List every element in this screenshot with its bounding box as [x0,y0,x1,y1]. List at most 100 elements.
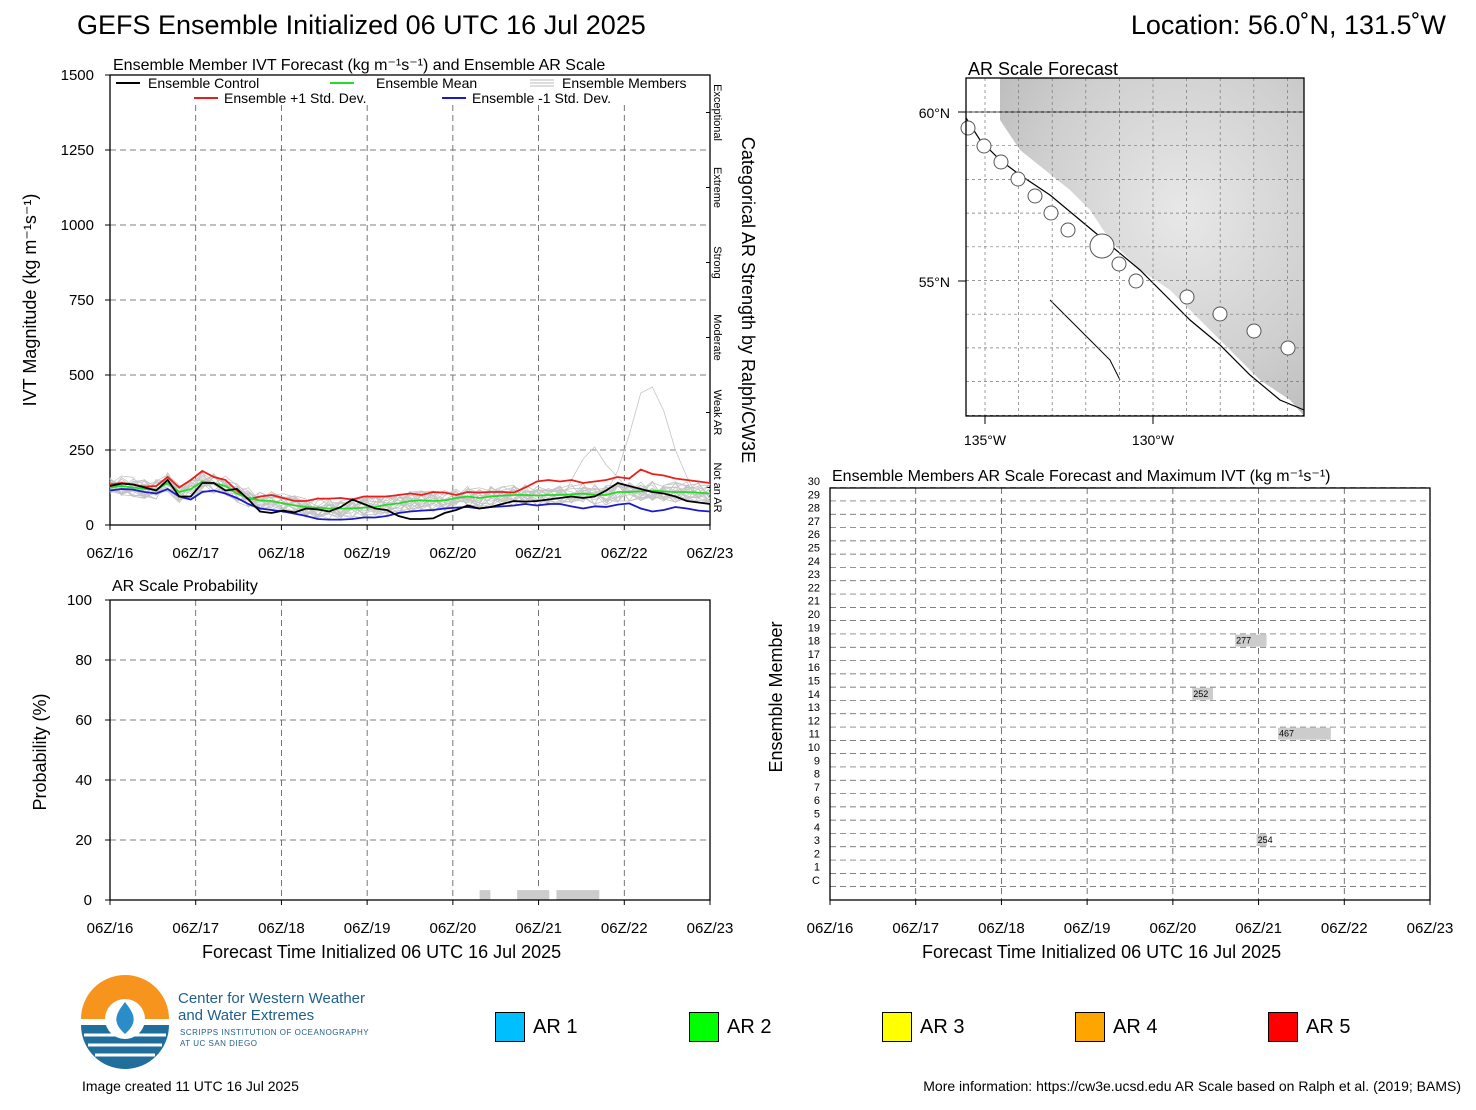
footer-info: More information: https://cw3e.ucsd.edu … [923,1078,1461,1094]
map-frame [965,77,1305,417]
member-event-label: 467 [1279,729,1294,739]
ar4-swatch [1075,1012,1105,1042]
prob-xtick-label: 06Z/22 [601,920,648,937]
prob-xlabel: Forecast Time Initialized 06 UTC 16 Jul … [202,942,562,962]
prob-frame [109,599,711,901]
member-ytick-label: 2 [814,848,820,860]
member-ytick-label: 9 [814,755,820,767]
member-ytick-label: 17 [808,649,820,661]
member-yticks: C123456789101112131415161718192021222324… [808,476,820,887]
prob-grid [110,600,710,900]
ivt-grid [110,105,710,525]
ar3-label: AR 3 [920,1015,965,1038]
member-ytick-label: 21 [808,596,820,608]
member-ytick-label: 28 [808,503,820,515]
member-xtick-label: 06Z/21 [1235,920,1282,937]
member-ytick-label: 30 [808,476,820,488]
member-ytick-label: C [812,875,820,887]
map-grid [958,78,1304,424]
prob-ytick-label: 20 [75,832,92,849]
member-event-bar [1235,634,1267,647]
ivt-xtick-label: 06Z/22 [601,545,648,562]
prob-panel-title: AR Scale Probability [112,578,258,595]
member-ytick-label: 24 [808,556,820,568]
member-xtick-label: 06Z/20 [1150,920,1197,937]
ar5-swatch [1268,1012,1298,1042]
member-grid [830,487,1430,900]
ivt-xtick-label: 06Z/19 [344,545,391,562]
ivt-category-label: Extreme [711,167,723,208]
member-ytick-label: 6 [814,795,820,807]
lon-label-130: 130°W [1132,432,1175,448]
ivt-panel-title: Ensemble Member IVT Forecast (kg m⁻¹s⁻¹)… [113,57,606,74]
prob-xtick-label: 06Z/16 [87,920,134,937]
ivt-category-label: Exceptional [711,84,723,141]
member-ytick-label: 4 [814,822,820,834]
map-dot [993,154,1009,170]
ivt-xtick-label: 06Z/20 [430,545,477,562]
ar2-label: AR 2 [727,1015,772,1038]
map-dot [1027,188,1043,204]
member-xticks: 06Z/16 06Z/17 06Z/18 06Z/19 06Z/20 06Z/21 06Z/… [807,900,1453,937]
map-dot [1043,205,1059,221]
member-ytick-label: 14 [808,689,820,701]
map-title: AR Scale Forecast [968,59,1118,79]
ar4-label: AR 4 [1113,1015,1158,1038]
map-ar-dots [960,120,1296,356]
ivt-ytick-label: 1250 [61,142,94,159]
member-ylabel: Ensemble Member [766,621,786,772]
legend-control-label: Ensemble Control [148,75,260,91]
ivt-series-line [109,487,711,521]
prob-xticks: 06Z/16 06Z/17 06Z/18 06Z/19 06Z/20 06Z/21 06Z/… [87,900,734,937]
member-event-label: 277 [1236,636,1251,646]
map-island [1049,299,1121,381]
member-ytick-label: 16 [808,662,820,674]
prob-bars [479,890,600,900]
map-dot [1010,171,1026,187]
member-panel-title: Ensemble Members AR Scale Forecast and M… [832,468,1331,485]
member-event-label: 254 [1258,835,1273,845]
member-event-label: 252 [1193,689,1208,699]
drop-icon [116,1002,134,1034]
ivt-category-label: Strong [711,246,723,278]
member-ytick-label: 3 [814,835,820,847]
member-ytick-label: 26 [808,529,820,541]
member-ytick-label: 8 [814,769,820,781]
prob-xtick-label: 06Z/18 [258,920,305,937]
ivt-xtick-label: 06Z/18 [258,545,305,562]
member-ytick-label: 7 [814,782,820,794]
ar-legend-4: AR 4 [1075,1012,1157,1042]
lat-label-55: 55°N [919,274,950,290]
member-xtick-label: 06Z/19 [1064,920,1111,937]
map-dot [960,120,976,136]
cw3e-logo [81,975,169,1069]
prob-xtick-label: 06Z/23 [687,920,734,937]
ivt-ylabel: IVT Magnitude (kg m⁻¹s⁻¹) [20,194,40,407]
map-dot [1111,256,1127,272]
map-dot [1212,306,1228,322]
ivt-ytick-label: 1500 [61,67,94,84]
prob-ytick-label: 80 [75,652,92,669]
member-event-bar [1256,834,1267,847]
ivt-xtick-label: 06Z/23 [687,545,734,562]
prob-xtick-label: 06Z/17 [172,920,219,937]
member-ytick-label: 25 [808,543,820,555]
ar-legend-2: AR 2 [689,1012,771,1042]
member-event-bar [1278,727,1331,740]
prob-ytick-label: 40 [75,772,92,789]
map-dot [976,138,992,154]
member-xlabel: Forecast Time Initialized 06 UTC 16 Jul … [922,942,1282,962]
prob-bar [556,890,600,900]
member-ytick-label: 18 [808,636,820,648]
legend-plus-label: Ensemble +1 Std. Dev. [224,90,367,106]
prob-ytick-label: 100 [67,592,92,609]
prob-xtick-label: 06Z/21 [515,920,562,937]
prob-bar [517,890,550,900]
map-panel: AR Scale Forecast 60°N 55°N 135°W 130°W [919,59,1305,448]
ar-legend-1: AR 1 [495,1012,577,1042]
prob-ylabel: Probability (%) [30,693,50,810]
ar3-swatch [882,1012,912,1042]
ivt-xtick-label: 06Z/16 [87,545,134,562]
legend-members-label: Ensemble Members [562,75,687,91]
